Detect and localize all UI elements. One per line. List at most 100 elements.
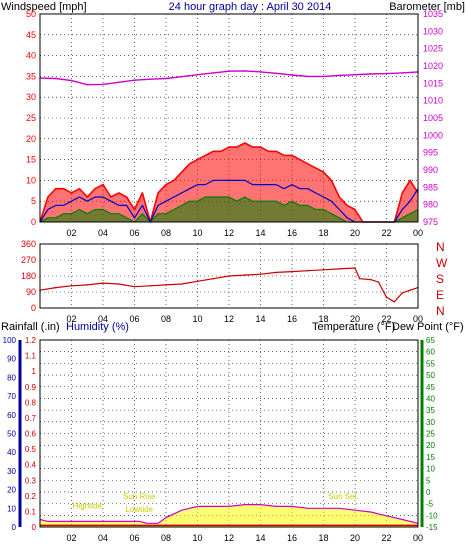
x-tick-label: 18	[318, 228, 328, 238]
event-annotation: Sun Rise	[123, 492, 156, 501]
barometer-point	[117, 81, 120, 84]
barometer-point	[306, 75, 309, 78]
humidity-tick-label: 10	[7, 504, 16, 513]
direction-tick-label: 0	[31, 303, 36, 313]
x-tick-label: 02	[66, 314, 76, 324]
wind-direction-point	[409, 289, 411, 292]
wind-direction-point	[322, 268, 325, 271]
windspeed-tick-label: 25	[26, 113, 36, 123]
humidity-tick-label: 100	[3, 336, 17, 345]
direction-tick-label: 90	[26, 287, 36, 297]
x-tick-label: 06	[129, 228, 139, 238]
x-tick-label: 14	[255, 533, 265, 543]
barometer-point	[243, 70, 246, 72]
humidity-tick-label: 60	[7, 411, 16, 420]
x-tick-label: 14	[255, 228, 265, 238]
wind-direction-point	[259, 273, 262, 276]
windspeed-tick-label: 35	[26, 71, 36, 81]
barometer-point	[149, 78, 152, 80]
barometer-tick-label: 995	[423, 148, 438, 158]
humidity-tick-label: 80	[7, 373, 16, 382]
barometer-tick-label: 1000	[423, 130, 443, 140]
wind-direction-point	[117, 283, 120, 285]
compass-label: N	[436, 304, 445, 318]
barometer-point	[86, 83, 89, 86]
direction-tick-label: 180	[21, 271, 36, 281]
rainfall-tick-label: 0.1	[25, 507, 37, 516]
x-tick-label: 22	[381, 228, 391, 238]
windspeed-tick-label: 10	[26, 175, 36, 185]
temperature-tick-label: -15	[426, 523, 438, 532]
dewpoint-axis-label: Dew Point (°F)	[392, 321, 464, 333]
rainfall-tick-label: 0.9	[25, 383, 37, 392]
barometer-tick-label: 990	[423, 165, 438, 175]
barometer-tick-label: 1010	[423, 96, 443, 106]
windspeed-tick-label: 20	[26, 134, 36, 144]
wind-direction-point	[149, 284, 152, 287]
temperature-tick-label: 65	[426, 336, 435, 345]
x-tick-label: 08	[161, 228, 171, 238]
wind-direction-point	[54, 286, 57, 289]
windspeed-tick-label: 45	[26, 30, 36, 40]
x-tick-label: 04	[98, 314, 108, 324]
temperature-tick-label: -5	[426, 500, 434, 509]
x-tick-label: 12	[224, 533, 234, 543]
barometer-point	[70, 79, 73, 82]
rain-humidity-temperature-panel: -15-10-50510152025303540455055606500.10.…	[3, 336, 438, 543]
x-tick-label: 04	[98, 533, 108, 543]
temperature-tick-label: -10	[426, 511, 438, 520]
barometer-tick-label: 985	[423, 182, 438, 192]
windspeed-axis-label: Windspeed [mph]	[1, 1, 87, 13]
x-tick-label: 00	[413, 533, 423, 543]
windspeed-tick-label: 0	[31, 217, 36, 227]
x-tick-label: 10	[192, 314, 202, 324]
solar-line	[39, 504, 419, 524]
x-tick-label: 22	[381, 314, 391, 324]
humidity-tick-label: 30	[7, 467, 16, 476]
x-tick-label: 18	[318, 533, 328, 543]
rainfall-tick-label: 1	[32, 367, 37, 376]
rainfall-tick-label: 0.3	[25, 476, 37, 485]
barometer-point	[196, 73, 199, 76]
humidity-tick-label: 70	[7, 392, 16, 401]
wind-direction-point	[385, 296, 388, 299]
x-tick-label: 06	[129, 533, 139, 543]
rainfall-tick-label: 0.7	[25, 414, 37, 423]
event-annotation: Lowtide	[125, 505, 153, 514]
humidity-tick-label: 50	[7, 430, 16, 439]
x-tick-label: 10	[192, 228, 202, 238]
wind-direction-point	[354, 267, 356, 269]
windspeed-tick-label: 15	[26, 155, 36, 165]
barometer-tick-label: 1005	[423, 113, 443, 123]
x-tick-label: 08	[161, 314, 171, 324]
barometer-point	[369, 73, 372, 75]
x-tick-label: 16	[287, 228, 297, 238]
rainfall-tick-label: 1.2	[25, 336, 37, 345]
event-annotation: Sun Set	[328, 492, 357, 501]
barometer-tick-label: 1035	[423, 9, 443, 19]
wind-direction-point	[275, 271, 278, 274]
wind-direction-point	[306, 269, 309, 272]
wind-direction-point	[133, 285, 136, 288]
wind-direction-point	[70, 284, 73, 287]
barometer-point	[212, 72, 215, 74]
x-tick-label: 04	[98, 228, 108, 238]
wind-direction-point	[401, 292, 404, 294]
x-tick-label: 16	[287, 314, 297, 324]
x-tick-label: 02	[66, 533, 76, 543]
temperature-tick-label: 10	[426, 465, 435, 474]
barometer-point	[102, 83, 104, 86]
rainfall-tick-label: 0	[32, 523, 37, 532]
temperature-tick-label: 15	[426, 453, 435, 462]
barometer-tick-label: 980	[423, 200, 438, 210]
humidity-tick-label: 0	[12, 523, 17, 532]
rain-panel-frame	[39, 339, 419, 528]
wind-barometer-panel: 0510152025303540455097598098599099510001…	[26, 9, 443, 238]
rainfall-tick-label: 0.8	[25, 398, 37, 407]
rainfall-tick-label: 0.4	[25, 461, 37, 470]
wind-direction-point	[393, 300, 396, 303]
x-tick-label: 00	[413, 314, 423, 324]
rainfall-axis-label: Rainfall (.in)	[1, 321, 60, 333]
